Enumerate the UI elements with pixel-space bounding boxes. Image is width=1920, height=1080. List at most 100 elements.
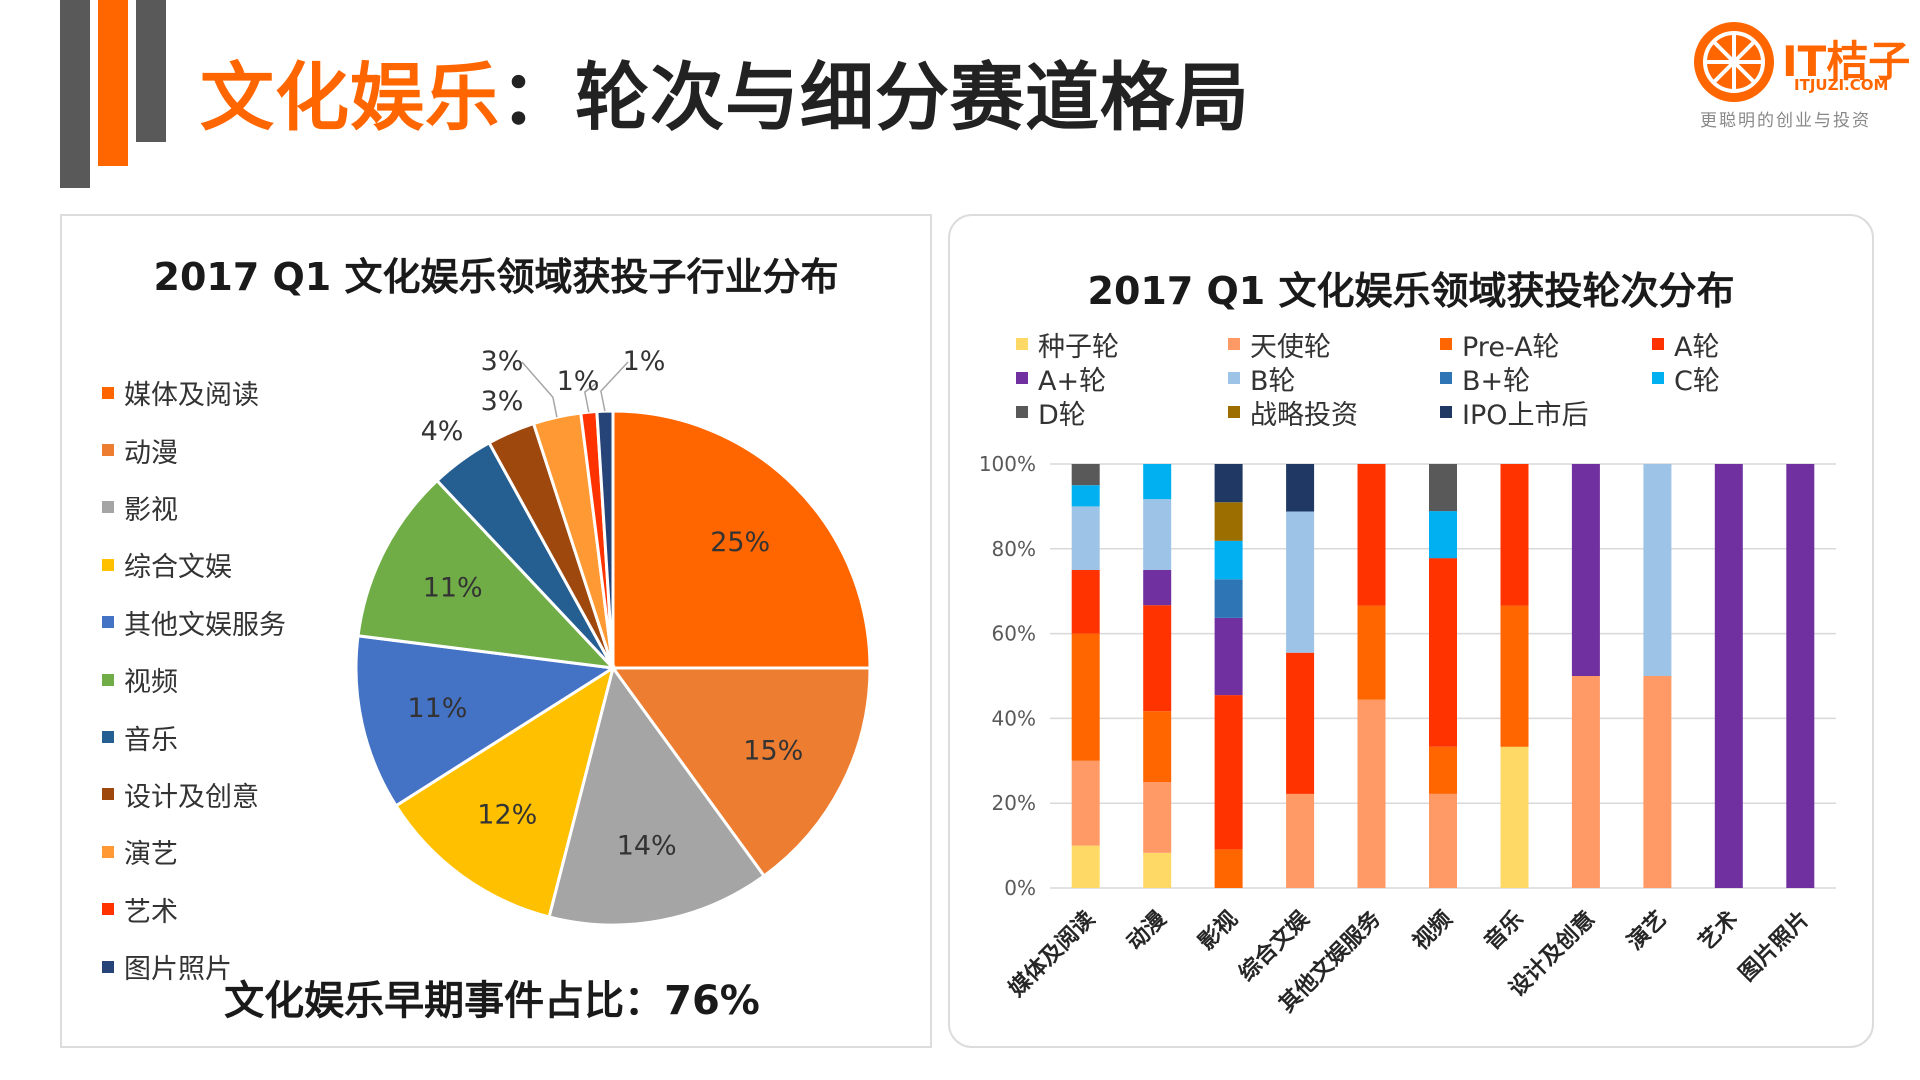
legend-swatch: [1440, 406, 1452, 418]
y-tick-label: 40%: [992, 706, 1036, 730]
pie-legend-item: 其他文娱服务: [102, 594, 286, 651]
pie-legend-item: 设计及创意: [102, 766, 286, 823]
orange-slice-icon: [1694, 22, 1774, 102]
bar-segment: [1071, 464, 1100, 486]
y-tick-label: 60%: [992, 622, 1036, 646]
logo-url: ITJUZI.COM: [1794, 76, 1889, 94]
pie-legend-item: 演艺: [102, 823, 286, 880]
pie-data-label: 1%: [557, 366, 600, 397]
x-category-label: 媒体及阅读: [1004, 906, 1100, 1002]
legend-label: 种子轮: [1038, 331, 1119, 363]
legend-label: 战略投资: [1250, 399, 1358, 431]
legend-label: B轮: [1250, 365, 1296, 397]
legend-label: B+轮: [1462, 365, 1531, 397]
legend-label: A轮: [1674, 331, 1720, 363]
decor-bar-gray-2: [136, 0, 166, 142]
bar-segment: [1357, 605, 1386, 700]
legend-swatch: [102, 558, 114, 571]
bar-segment: [1143, 464, 1172, 500]
bar-legend-item: A+轮: [1016, 362, 1228, 397]
bar-segment: [1500, 746, 1529, 888]
legend-label: 综合文娱: [124, 552, 232, 584]
bar-segment: [1429, 793, 1457, 888]
bar-segment: [1429, 746, 1457, 794]
bar-chart-panel: 2017 Q1 文化娱乐领域获投轮次分布 种子轮 天使轮 Pre-A轮 A轮 A+轮 B轮…: [948, 214, 1874, 1048]
bar-segment: [1214, 464, 1243, 503]
bar-segment: [1500, 464, 1529, 606]
bar-chart-title: 2017 Q1 文化娱乐领域获投轮次分布: [1087, 269, 1735, 313]
legend-label: IPO上市后: [1462, 399, 1589, 431]
page-title: 文化娱乐：轮次与细分赛道格局: [200, 38, 1250, 145]
early-stage-share-note: 文化娱乐早期事件占比：76%: [224, 978, 760, 1024]
legend-swatch: [1016, 372, 1028, 384]
legend-swatch: [102, 673, 114, 686]
legend-label: 媒体及阅读: [124, 380, 259, 412]
bar-segment: [1214, 502, 1243, 541]
x-category-label: 艺术: [1694, 906, 1744, 956]
legend-swatch: [1228, 406, 1240, 418]
legend-swatch: [102, 501, 114, 514]
legend-label: 音乐: [124, 724, 178, 756]
page-title-rest: ：轮次与细分赛道格局: [500, 55, 1250, 141]
bar-legend-item: 种子轮: [1016, 328, 1228, 363]
pie-legend-item: 动漫: [102, 421, 286, 478]
x-category-label: 影视: [1193, 906, 1243, 956]
decor-bar-orange: [98, 0, 128, 166]
legend-swatch: [1016, 338, 1028, 350]
pie-legend-item: 媒体及阅读: [102, 364, 286, 421]
bar-segment: [1214, 695, 1243, 850]
x-category-label: 演艺: [1622, 906, 1672, 956]
legend-swatch: [102, 386, 114, 399]
bar-legend-item: 天使轮: [1228, 328, 1440, 363]
y-tick-label: 80%: [992, 537, 1036, 561]
bar-segment: [1143, 605, 1172, 712]
pie-chart-panel: 2017 Q1 文化娱乐领域获投子行业分布 媒体及阅读 动漫 影视 综合文娱 其他文娱服…: [60, 214, 932, 1048]
bar-segment: [1214, 849, 1243, 888]
bar-segment: [1357, 699, 1386, 888]
bar-segment: [1071, 485, 1100, 507]
legend-swatch: [1652, 338, 1664, 350]
bar-legend-item: A轮: [1652, 328, 1852, 363]
stacked-bar-chart: 0%20%40%60%80%100%媒体及阅读 动漫 影视综合文娱其他文娱服务 视频音…: [979, 452, 1836, 1018]
pie-slice: [356, 478, 617, 671]
legend-label: 动漫: [124, 437, 178, 469]
pie-slice: [547, 664, 767, 927]
legend-label: 天使轮: [1250, 331, 1331, 363]
y-tick-label: 20%: [992, 791, 1036, 815]
legend-swatch: [1016, 406, 1028, 418]
bar-legend-item: B+轮: [1440, 362, 1652, 397]
bar-legend: 种子轮 天使轮 Pre-A轮 A轮 A+轮 B轮 B+轮 C轮 D轮 战略投资 IPO上市后: [1016, 328, 1856, 431]
bar-segment: [1214, 617, 1243, 696]
legend-label: 图片照片: [124, 954, 232, 986]
legend-label: 演艺: [124, 839, 178, 871]
legend-label: 视频: [124, 667, 178, 699]
bar-segment: [1143, 570, 1172, 606]
pie-chart-title: 2017 Q1 文化娱乐领域获投子行业分布: [153, 255, 839, 299]
legend-swatch: [102, 903, 114, 916]
pie-data-label: 14%: [617, 831, 677, 862]
bar-segment: [1214, 540, 1243, 580]
x-category-label: 音乐: [1479, 906, 1529, 956]
pie-legend-item: 音乐: [102, 708, 286, 765]
bar-segment: [1071, 845, 1100, 888]
bar-segment: [1500, 605, 1529, 747]
pie-leader-line: [521, 361, 558, 418]
legend-swatch: [102, 788, 114, 801]
bar-legend-item: Pre-A轮: [1440, 328, 1652, 363]
legend-swatch: [1652, 372, 1664, 384]
bar-segment: [1571, 464, 1600, 676]
pie-slice: [610, 666, 872, 879]
bar-segment: [1714, 464, 1743, 888]
bar-segment: [1786, 464, 1815, 888]
bar-segment: [1071, 570, 1100, 634]
pie-slice: [354, 634, 618, 808]
pie-data-label: 11%: [423, 572, 483, 603]
y-tick-label: 100%: [979, 452, 1036, 476]
pie-data-label: 11%: [407, 693, 467, 724]
legend-swatch: [1228, 372, 1240, 384]
itjuzi-logo[interactable]: IT桔子 ITJUZI.COM 更聪明的创业与投资: [1690, 14, 1910, 134]
logo-name: IT桔子: [1782, 37, 1911, 86]
bar-segment: [1286, 511, 1315, 653]
legend-swatch: [102, 845, 114, 858]
bar-segment: [1429, 558, 1457, 747]
